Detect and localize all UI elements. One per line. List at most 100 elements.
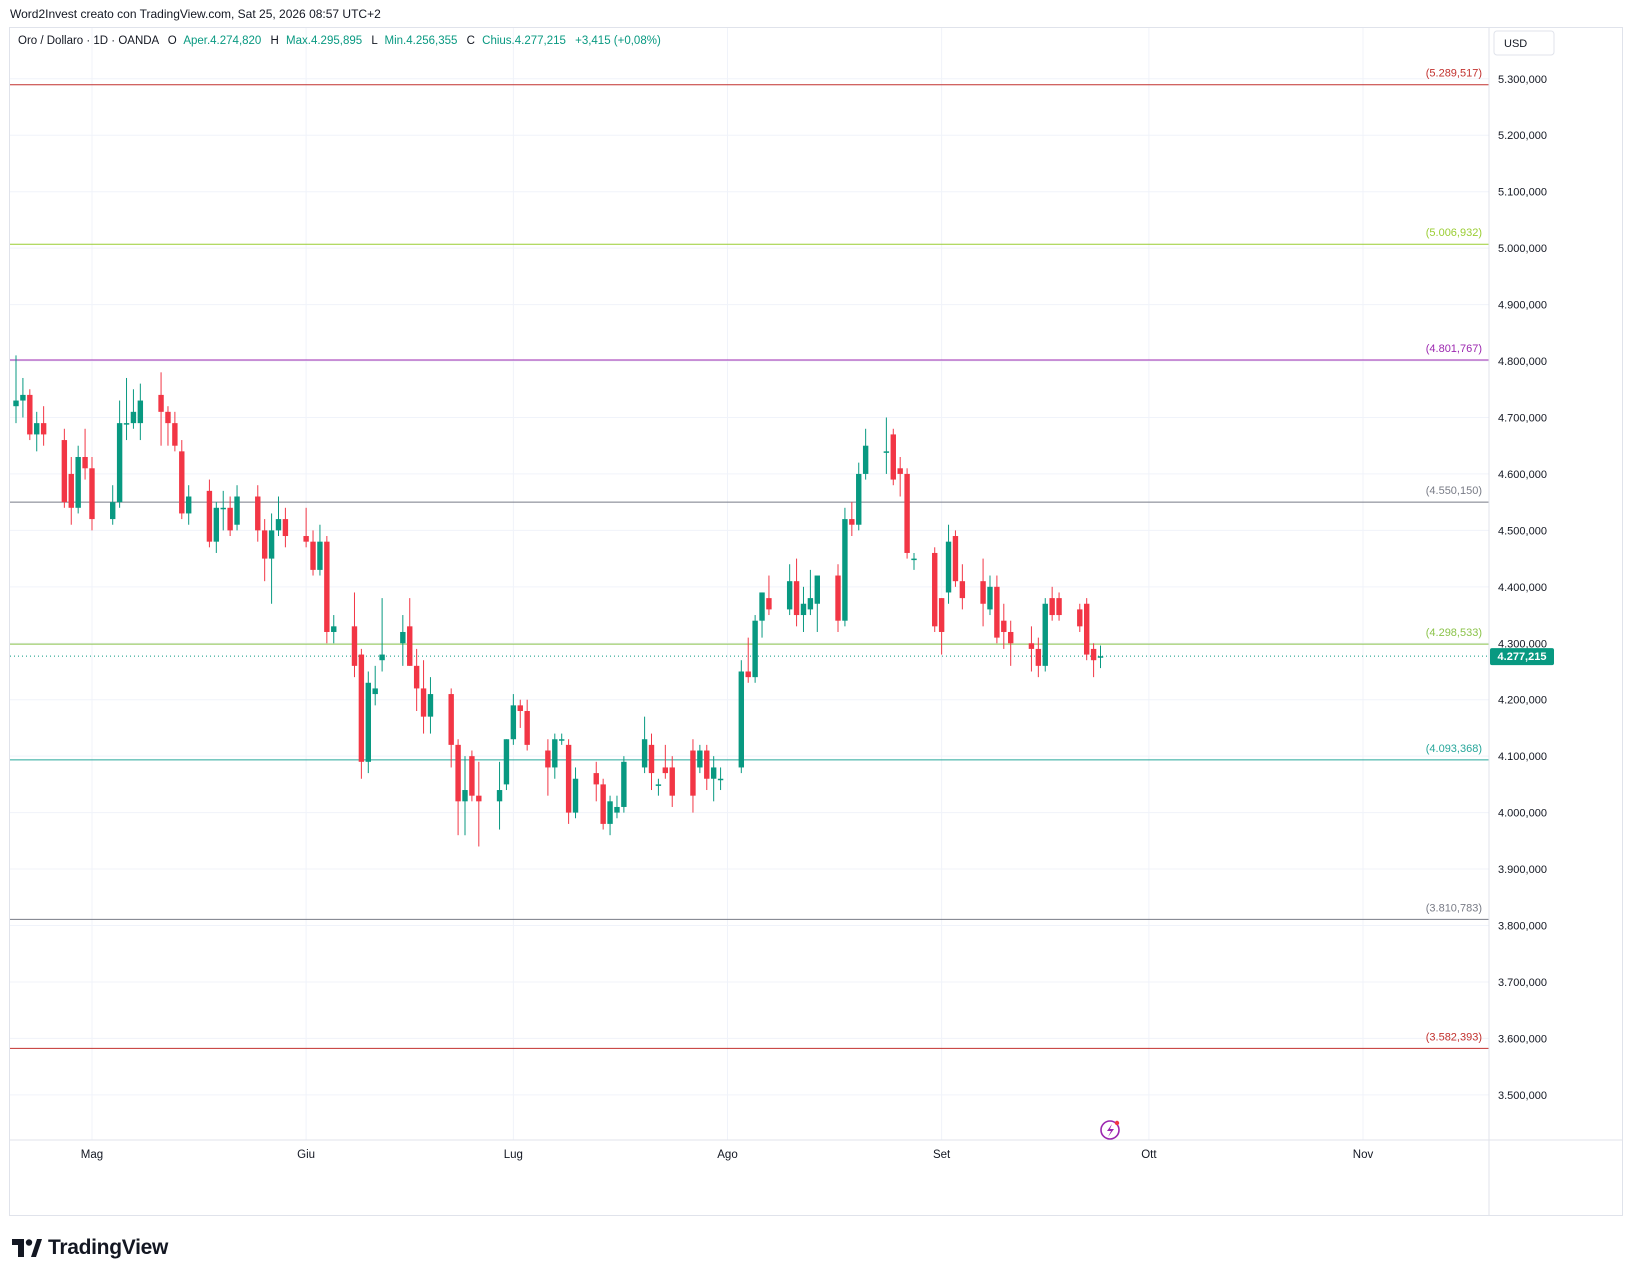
candle-down[interactable] [413, 648, 420, 712]
candle-up[interactable] [883, 417, 890, 474]
candle-up[interactable] [400, 615, 406, 666]
candle-up[interactable] [987, 575, 993, 616]
flash-icon[interactable] [1100, 1120, 1120, 1140]
candle-up[interactable] [372, 665, 378, 706]
candle-up[interactable] [759, 592, 765, 638]
candle-up[interactable] [856, 462, 862, 531]
candle-down[interactable] [351, 592, 358, 678]
candle-down[interactable] [255, 485, 261, 542]
candle-down[interactable] [524, 699, 530, 751]
candle-up[interactable] [607, 795, 613, 836]
candle-down[interactable] [1077, 603, 1083, 632]
candle-up[interactable] [13, 355, 19, 424]
candle-up[interactable] [752, 615, 758, 683]
candle-down[interactable] [745, 637, 751, 683]
candle-down[interactable] [766, 575, 772, 616]
candle-down[interactable] [227, 496, 233, 537]
candle-down[interactable] [793, 558, 800, 627]
candle-down[interactable] [600, 778, 606, 830]
chart-frame[interactable]: (5.289,517) (5.006,932) (4.801,767) (4.550,… [9, 27, 1623, 1216]
candle-up[interactable] [365, 671, 371, 774]
candle-down[interactable] [172, 411, 178, 452]
candle-up[interactable] [697, 744, 703, 774]
candle-up[interactable] [503, 739, 510, 791]
candle-up[interactable] [275, 496, 282, 537]
candle-up[interactable] [379, 598, 385, 672]
candle-down[interactable] [1056, 592, 1062, 621]
last-price-tag[interactable]: 4.277,215 [1490, 648, 1554, 666]
candle-up[interactable] [130, 389, 137, 429]
candle-down[interactable] [89, 456, 95, 531]
candle-up[interactable] [75, 445, 81, 514]
candle-down[interactable] [1083, 598, 1090, 661]
candle-up[interactable] [621, 756, 627, 813]
candle-down[interactable] [1008, 620, 1014, 666]
candle-down[interactable] [849, 502, 855, 537]
candles[interactable] [13, 355, 1104, 847]
symbol-legend[interactable]: Oro / Dollaro · 1D · OANDA O Aper.4.274,… [18, 35, 661, 47]
candle-down[interactable] [1049, 586, 1055, 621]
currency-selector[interactable]: USD [1493, 30, 1555, 56]
candle-up[interactable] [911, 552, 917, 570]
candle-down[interactable] [420, 660, 427, 734]
candle-down[interactable] [407, 598, 413, 666]
candle-down[interactable] [61, 428, 68, 508]
candle-up[interactable] [1042, 598, 1048, 672]
candle-down[interactable] [959, 564, 966, 610]
candle-down[interactable] [1001, 603, 1007, 649]
candle-up[interactable] [641, 716, 648, 774]
candle-down[interactable] [261, 519, 268, 582]
candle-down[interactable] [952, 530, 959, 587]
candle-up[interactable] [462, 756, 468, 836]
candle-up[interactable] [807, 569, 814, 616]
candle-up[interactable] [559, 733, 565, 745]
candle-up[interactable] [496, 761, 503, 830]
candle-up[interactable] [614, 795, 620, 819]
candle-up[interactable] [814, 575, 820, 632]
candle-down[interactable] [303, 507, 309, 548]
candle-up[interactable] [572, 767, 579, 819]
candle-down[interactable] [68, 456, 74, 525]
candle-up[interactable] [123, 377, 130, 441]
candle-down[interactable] [206, 479, 213, 548]
candle-up[interactable] [220, 490, 226, 531]
candle-down[interactable] [1028, 626, 1035, 672]
candle-up[interactable] [137, 383, 144, 441]
candle-down[interactable] [704, 744, 710, 791]
candle-up[interactable] [945, 524, 952, 604]
candle-up[interactable] [185, 485, 192, 525]
candle-down[interactable] [545, 739, 551, 796]
candle-down[interactable] [904, 468, 910, 559]
candle-down[interactable] [690, 739, 696, 813]
candle-up[interactable] [213, 502, 220, 553]
candle-down[interactable] [662, 744, 669, 779]
candle-down[interactable] [980, 558, 986, 627]
candle-down[interactable] [932, 547, 938, 632]
candle-up[interactable] [717, 767, 724, 791]
candle-up[interactable] [786, 564, 793, 616]
candle-down[interactable] [565, 739, 572, 824]
candle-down[interactable] [282, 507, 289, 548]
candle-down[interactable] [82, 428, 88, 480]
candle-down[interactable] [310, 530, 316, 576]
candle-down[interactable] [158, 372, 164, 446]
candle-up[interactable] [234, 485, 240, 531]
candle-down[interactable] [835, 564, 841, 632]
candlestick-chart[interactable]: (5.289,517) (5.006,932) (4.801,767) (4.550,… [10, 28, 1622, 1215]
candle-up[interactable] [34, 411, 40, 452]
candle-up[interactable] [110, 485, 116, 525]
candle-up[interactable] [317, 524, 323, 576]
candle-down[interactable] [40, 406, 47, 446]
candle-down[interactable] [476, 761, 482, 847]
candle-down[interactable] [358, 648, 365, 779]
candle-up[interactable] [552, 733, 558, 779]
tradingview-logo[interactable]: TradingView [12, 1236, 168, 1260]
candle-down[interactable] [1035, 637, 1042, 678]
candle-up[interactable] [1097, 645, 1104, 669]
candle-down[interactable] [455, 739, 461, 836]
candle-up[interactable] [655, 778, 662, 796]
candle-down[interactable] [179, 440, 185, 520]
candle-down[interactable] [593, 761, 599, 802]
candle-up[interactable] [116, 400, 123, 508]
candle-down[interactable] [890, 428, 896, 486]
